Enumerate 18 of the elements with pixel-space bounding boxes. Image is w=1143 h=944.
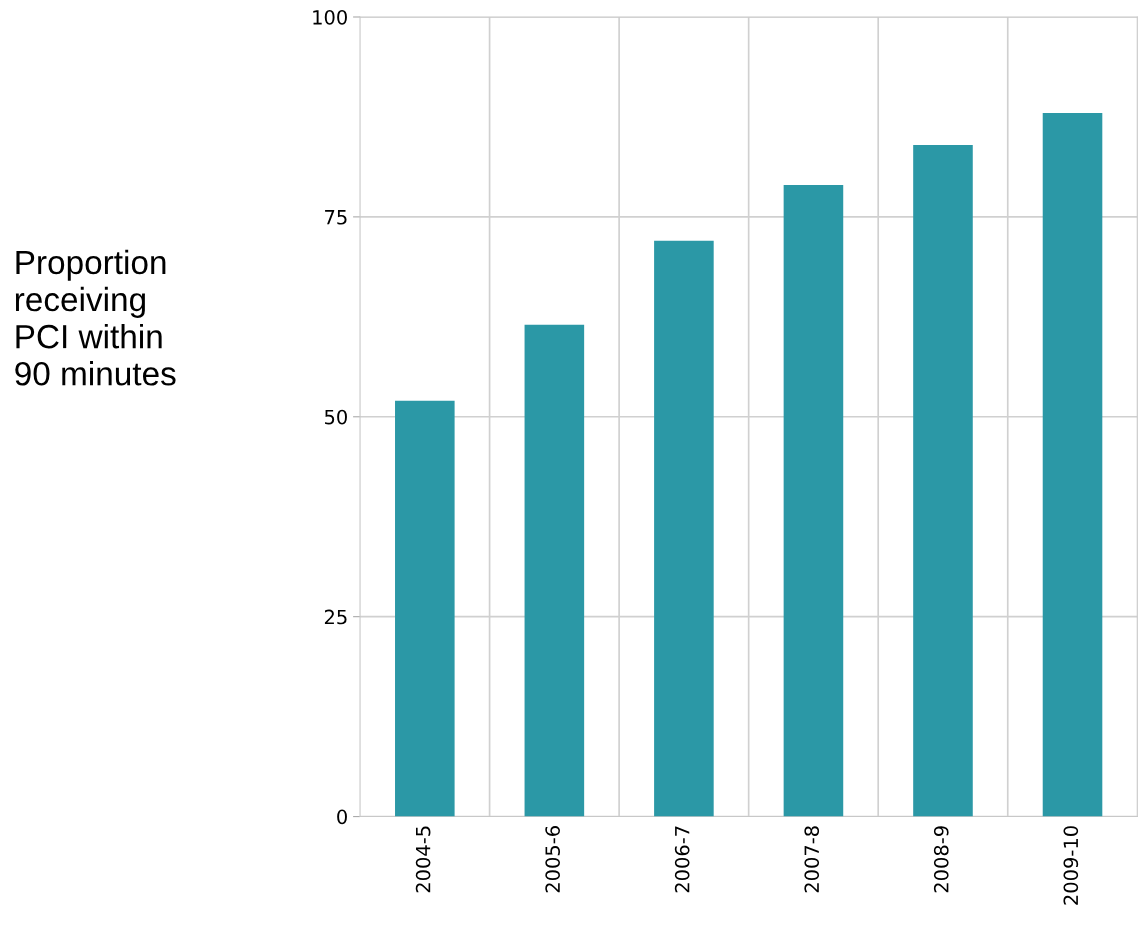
y-axis-title: Proportion receiving PCI within 90 minutes <box>15 249 176 386</box>
x-tick-label: 2008-9 <box>933 826 949 893</box>
x-tick-label: 2004-5 <box>415 826 431 893</box>
y-tick-label: 0 <box>337 809 347 825</box>
bar <box>783 184 844 817</box>
bar <box>913 144 973 817</box>
y-tick-label: 25 <box>324 609 347 625</box>
y-tick-label: 50 <box>325 409 347 425</box>
bar <box>654 240 714 817</box>
bar <box>1042 112 1103 817</box>
y-tick-label: 75 <box>325 210 347 225</box>
y-tick-label: 100 <box>313 9 347 25</box>
x-tick-label: 2007-8 <box>804 826 820 893</box>
bar <box>524 324 585 817</box>
x-tick-label: 2005-6 <box>545 826 560 893</box>
bar <box>395 400 455 817</box>
x-tick-label: 2009-10 <box>1063 826 1079 905</box>
x-tick-label: 2006-7 <box>674 826 690 893</box>
